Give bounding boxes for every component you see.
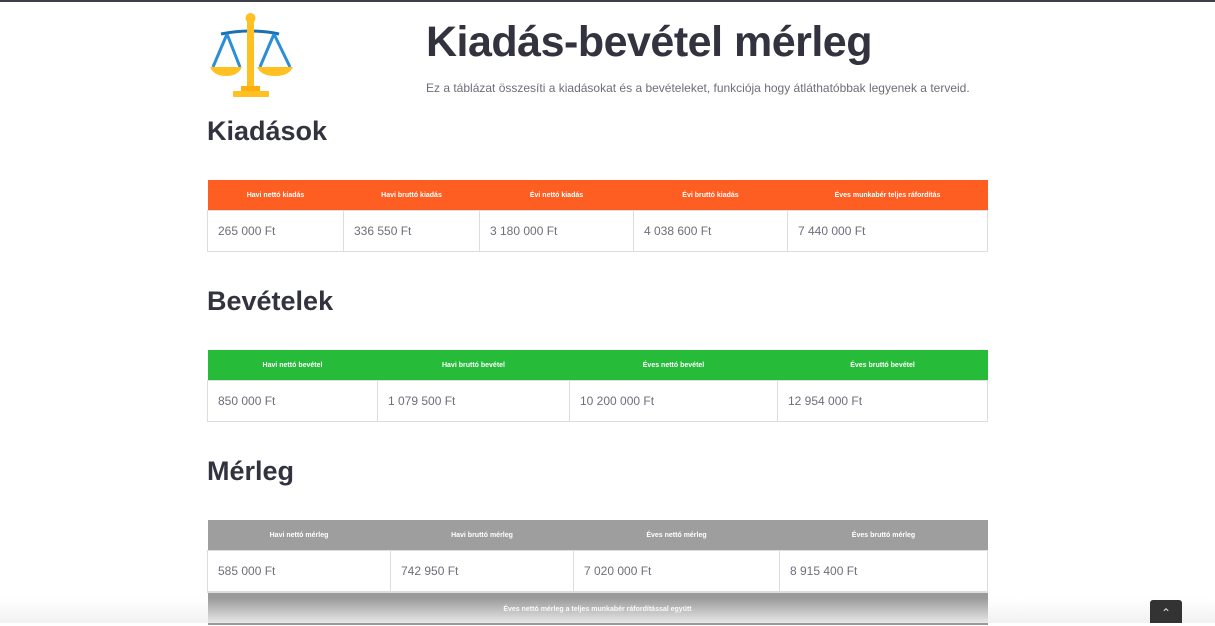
- table-cell: 12 954 000 Ft: [777, 380, 988, 422]
- column-header: Éves nettó bevétel: [569, 350, 778, 381]
- column-header: Éves bruttó bevétel: [777, 350, 988, 381]
- expenses-table: Havi nettó kiadás Havi bruttó kiadás Évi…: [207, 180, 988, 252]
- balance-heading: Mérleg: [207, 456, 295, 486]
- balance-scale-icon: [210, 13, 293, 97]
- table-header-row: Éves nettó mérleg a teljes munkabér ráfo…: [207, 591, 988, 625]
- income-heading: Bevételek: [207, 286, 334, 316]
- table-cell: 4 038 600 Ft: [633, 210, 788, 252]
- column-header: Éves nettó mérleg: [573, 520, 780, 551]
- table-row: 585 000 Ft 742 950 Ft 7 020 000 Ft 8 915…: [207, 550, 988, 593]
- table-cell: 10 200 000 Ft: [569, 380, 778, 422]
- column-header: Évi bruttó kiadás: [633, 180, 788, 211]
- table-header-row: Havi nettó mérleg Havi bruttó mérleg Éve…: [207, 520, 988, 551]
- top-bar: [0, 0, 1215, 2]
- column-header: Havi nettó mérleg: [207, 520, 391, 551]
- column-header: Havi nettó kiadás: [207, 180, 344, 211]
- income-table: Havi nettó bevétel Havi bruttó bevétel É…: [207, 350, 988, 422]
- table-cell: 742 950 Ft: [390, 550, 574, 593]
- table-cell: 336 550 Ft: [343, 210, 480, 252]
- table-cell: 3 180 000 Ft: [479, 210, 634, 252]
- chevron-up-icon: ⌃: [1160, 606, 1172, 620]
- table-cell: 265 000 Ft: [207, 210, 344, 252]
- table-cell: 1 079 500 Ft: [377, 380, 570, 422]
- column-header: Éves munkabér teljes ráfordítás: [787, 180, 988, 211]
- table-cell: 585 000 Ft: [207, 550, 391, 593]
- scroll-to-top-button[interactable]: ⌃: [1150, 600, 1182, 623]
- table-row: 265 000 Ft 336 550 Ft 3 180 000 Ft 4 038…: [207, 210, 988, 252]
- column-header: Havi nettó bevétel: [207, 350, 378, 381]
- column-header: Havi bruttó bevétel: [377, 350, 570, 381]
- table-cell: 850 000 Ft: [207, 380, 378, 422]
- table-header-row: Havi nettó kiadás Havi bruttó kiadás Évi…: [207, 180, 988, 211]
- expenses-heading: Kiadások: [207, 116, 328, 146]
- table-header-row: Havi nettó bevétel Havi bruttó bevétel É…: [207, 350, 988, 381]
- table-cell: 7 020 000 Ft: [573, 550, 780, 593]
- page-subtitle: Ez a táblázat összesíti a kiadásokat és …: [426, 81, 970, 95]
- table-row: 850 000 Ft 1 079 500 Ft 10 200 000 Ft 12…: [207, 380, 988, 422]
- table-cell: 8 915 400 Ft: [779, 550, 988, 593]
- column-header: Havi bruttó mérleg: [390, 520, 574, 551]
- page-title: Kiadás-bevétel mérleg: [426, 18, 872, 66]
- column-header: Éves bruttó mérleg: [779, 520, 988, 551]
- table-cell: 7 440 000 Ft: [787, 210, 988, 252]
- balance-table: Havi nettó mérleg Havi bruttó mérleg Éve…: [207, 520, 988, 625]
- column-header: Havi bruttó kiadás: [343, 180, 480, 211]
- column-header: Évi nettó kiadás: [479, 180, 634, 211]
- column-header: Éves nettó mérleg a teljes munkabér ráfo…: [207, 591, 988, 625]
